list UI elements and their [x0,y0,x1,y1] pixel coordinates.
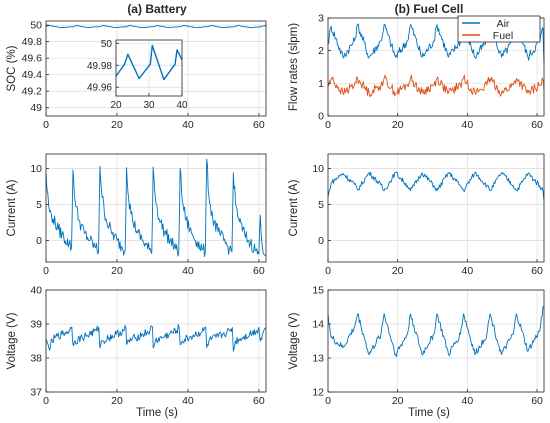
fuel-cell-flow-y-tick-label: 2 [318,45,324,57]
fuel-cell-voltage-series-line-line [327,306,545,358]
battery-soc-panel: 0 20 40 60 49 49.2 49.4 49.6 49.8 50 SOC (%) 20 30 40… [6,20,267,131]
fuel-cell-current-plot-area [328,154,544,262]
battery-current-x-tick-label: 20 [111,265,123,277]
battery-soc-axes-frame [45,20,267,117]
battery-soc-x-tick-label: 40 [182,119,194,131]
soc-inset-y-tick-label: 49.96 [87,83,112,94]
battery-current-x-tick-label: 40 [182,265,194,277]
fuel-cell-voltage-axes-frame [327,289,545,393]
fuel-cell-current-panel: 0 20 40 60 0 5 10 Current (A) [288,153,545,277]
battery-voltage-ylabel: Voltage (V) [6,312,18,369]
battery-voltage-plot-area [46,290,266,392]
fuel-cell-flow-series-air-line [327,23,545,64]
battery-voltage-panel: 0 20 40 60 37 38 39 40 Voltage (V) [6,285,267,407]
fuel-cell-voltage-ylabel: Voltage (V) [288,312,300,369]
fuel-cell-current-x-tick-label: 0 [325,265,331,277]
battery-voltage-y-tick-label: 40 [30,285,42,297]
battery-soc-y-tick-label: 50 [30,20,42,32]
legend-box [457,15,541,43]
fuel-cell-current-axes-frame [327,153,545,263]
soc-inset-x-tick-label: 30 [143,100,155,111]
fuel-cell-flow-x-tick-label: 0 [325,119,331,131]
fuel-cell-flow-axes-frame [327,17,545,117]
soc-inset-series-line [115,44,183,81]
fuel-cell-voltage-x-tick-label: 40 [462,395,474,407]
battery-voltage-y-tick-label: 39 [30,319,42,331]
fuel-cell-current-y-tick-label: 5 [318,199,324,211]
fuel-cell-voltage-y-tick-label: 12 [312,387,324,399]
battery-current-y-tick-label: 5 [36,199,42,211]
battery-title: (a) Battery [127,2,187,16]
fuel-cell-voltage-x-tick-label: 60 [531,395,543,407]
fuel-cell-flow-ylabel: Flow rates (slpm) [288,23,300,111]
fuel-cell-voltage-panel: 0 20 40 60 12 13 14 15 Voltage (V) [288,285,545,407]
battery-voltage-x-tick-label: 40 [182,395,194,407]
battery-soc-y-tick-label: 49.2 [22,86,43,98]
fuel-cell-flow-series-fuel-line [327,74,545,98]
fuel-cell-current-series-line-line [327,171,545,201]
battery-current-y-tick-label: 0 [36,235,42,247]
battery-soc-y-tick-label: 49.4 [22,69,43,81]
battery-soc-ylabel: SOC (%) [6,45,18,91]
battery-soc-x-tick-label: 20 [111,119,123,131]
battery-voltage-x-tick-label: 60 [253,395,265,407]
fuel-cell-flow-y-tick-label: 1 [318,78,324,90]
flow-legend: Air Fuel [457,15,541,43]
battery-current-panel: 0 20 40 60 0 5 10 Current (A) [6,153,267,277]
fuel-cell-current-y-tick-label: 0 [318,235,324,247]
fuel-cell-xlabel: Time (s) [408,407,450,419]
fuel-cell-flow-x-tick-label: 40 [462,119,474,131]
fuel-cell-current-x-tick-label: 60 [531,265,543,277]
battery-soc-x-tick-label: 0 [43,119,49,131]
fuel-cell-flow-x-tick-label: 20 [392,119,404,131]
battery-current-x-tick-label: 60 [253,265,265,277]
battery-voltage-y-tick-label: 37 [30,387,42,399]
fuel-cell-voltage-y-tick-label: 14 [312,319,324,331]
battery-soc-y-tick-label: 49.8 [22,36,43,48]
battery-soc-y-tick-label: 49 [30,102,42,114]
battery-voltage-series-line-line [45,324,267,352]
battery-soc-x-tick-label: 60 [253,119,265,131]
battery-voltage-x-tick-label: 0 [43,395,49,407]
fuel-cell-title: (b) Fuel Cell [395,2,464,16]
battery-current-y-tick-label: 10 [30,163,42,175]
fuel-cell-flow-y-tick-label: 3 [318,13,324,25]
battery-soc-series-line-line [45,24,267,29]
battery-xlabel: Time (s) [136,407,178,419]
battery-current-axes-frame [45,153,267,263]
fuel-cell-voltage-y-tick-label: 13 [312,353,324,365]
legend-fuel-label: Fuel [493,30,513,42]
soc-inset-axes-frame [115,39,183,97]
soc-inset: 20 30 40 49.96 49.98 50 [87,39,188,111]
soc-inset-x-tick-label: 20 [110,100,122,111]
battery-voltage-axes-frame [45,289,267,393]
fuel-cell-voltage-y-tick-label: 15 [312,285,324,297]
soc-inset-y-tick-label: 50 [101,39,113,50]
soc-inset-x-tick-label: 40 [176,100,188,111]
legend-air-label: Air [497,18,510,30]
fuel-cell-current-x-tick-label: 20 [392,265,404,277]
battery-current-ylabel: Current (A) [6,179,18,236]
fuel-cell-flow-y-tick-label: 0 [318,111,324,123]
fuel-cell-voltage-plot-area [328,290,544,392]
battery-current-series-line-line [45,158,267,258]
fuel-cell-current-x-tick-label: 40 [462,265,474,277]
battery-voltage-y-tick-label: 38 [30,353,42,365]
battery-current-plot-area [46,154,266,262]
battery-voltage-x-tick-label: 20 [111,395,123,407]
fuel-cell-flow-x-tick-label: 60 [531,119,543,131]
fuel-cell-current-ylabel: Current (A) [288,179,300,236]
soc-inset-y-tick-label: 49.98 [87,61,112,72]
fuel-cell-voltage-x-tick-label: 0 [325,395,331,407]
fuel-cell-voltage-x-tick-label: 20 [392,395,404,407]
fuel-cell-current-y-tick-label: 10 [312,163,324,175]
battery-soc-y-tick-label: 49.6 [22,53,43,65]
battery-current-x-tick-label: 0 [43,265,49,277]
